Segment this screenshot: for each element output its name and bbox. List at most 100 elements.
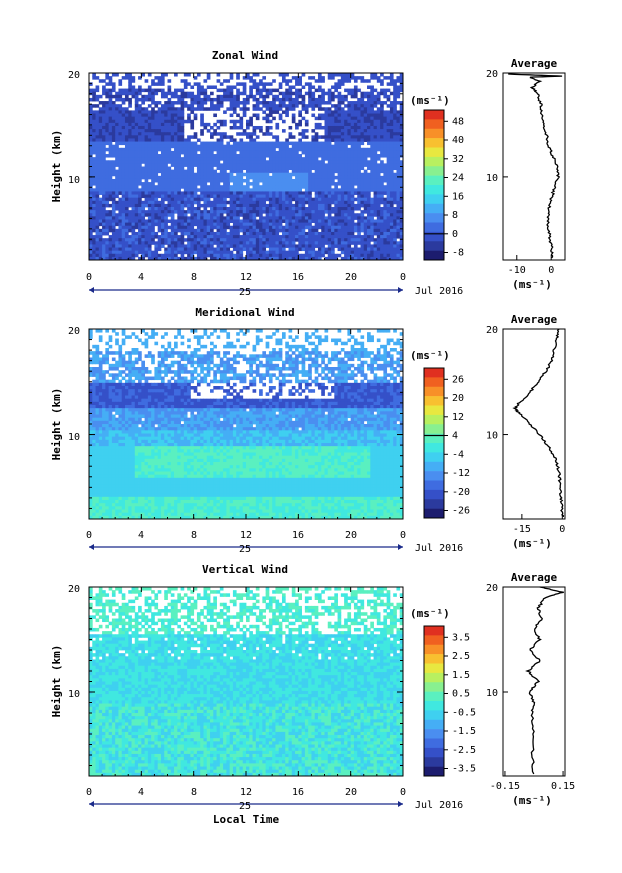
heatmap-cell (223, 135, 227, 139)
heatmap-cell (144, 169, 149, 174)
heatmap-cell (281, 169, 286, 174)
heatmap-cell (249, 222, 253, 227)
heatmap-cell (393, 138, 397, 142)
heatmap-cell (206, 154, 211, 158)
heatmap-cell (210, 185, 214, 189)
heatmap-cell (288, 235, 293, 239)
heatmap-cell (334, 113, 338, 118)
heatmap-cell (331, 188, 335, 192)
heatmap-cell (160, 104, 165, 108)
heatmap-cell (393, 235, 397, 239)
heatmap-cell (124, 138, 129, 142)
heatmap-cell (95, 241, 100, 245)
heatmap-cell (89, 197, 93, 202)
heatmap-cell (327, 144, 332, 149)
heatmap-cell (311, 185, 316, 189)
heatmap-cell (128, 247, 132, 252)
heatmap-cell (249, 132, 253, 136)
heatmap-cell (321, 141, 325, 146)
heatmap-cell (353, 107, 358, 111)
heatmap-cell (232, 110, 237, 114)
heatmap-cell (223, 191, 227, 195)
heatmap-cell (268, 110, 273, 114)
heatmap-cell (174, 107, 178, 111)
heatmap-cell (190, 157, 195, 161)
heatmap-cell (262, 154, 267, 158)
heatmap-cell (144, 235, 149, 239)
heatmap-cell (187, 200, 191, 205)
heatmap-cell (89, 144, 93, 149)
heatmap-cell (131, 241, 136, 245)
heatmap-cell (285, 213, 289, 217)
heatmap-cell (370, 88, 374, 93)
heatmap-cell (380, 250, 384, 255)
heatmap-cell (144, 225, 149, 230)
heatmap-cell (203, 225, 208, 230)
heatmap-cell (272, 101, 276, 105)
heatmap-cell (347, 250, 352, 255)
heatmap-cell (308, 216, 312, 220)
heatmap-cell (210, 150, 214, 155)
heatmap-cell (327, 110, 332, 114)
heatmap-cell (157, 256, 162, 261)
heatmap-cell (327, 219, 332, 223)
heatmap-cell (170, 110, 175, 114)
heatmap-cell (134, 185, 139, 189)
heatmap-cell (206, 76, 211, 80)
heatmap-cell (255, 228, 260, 233)
heatmap-cell (98, 191, 103, 195)
heatmap-cell (236, 253, 240, 258)
heatmap-cell (321, 188, 325, 192)
heatmap-cell (246, 244, 250, 248)
heatmap-cell (180, 147, 185, 152)
heatmap-cell (288, 222, 293, 227)
heatmap-cell (272, 104, 276, 108)
heatmap-cell (285, 210, 289, 214)
heatmap-cell (344, 73, 348, 77)
heatmap-cell (308, 241, 312, 245)
heatmap-cell (340, 122, 345, 127)
heatmap-cell (255, 197, 260, 202)
heatmap-cell (337, 110, 342, 114)
heatmap-cell (373, 88, 378, 93)
heatmap-cell (213, 231, 217, 236)
heatmap-cell (291, 244, 296, 248)
heatmap-cell (226, 216, 231, 220)
heatmap-cell (285, 175, 289, 180)
heatmap-cell (226, 166, 231, 171)
heatmap-cell (102, 122, 106, 127)
heatmap-cell (324, 135, 329, 139)
heatmap-cell (301, 210, 306, 214)
heatmap-cell (115, 154, 119, 158)
heatmap-cell (324, 138, 329, 142)
heatmap-cell (252, 194, 257, 199)
heatmap-cell (393, 119, 397, 124)
heatmap-cell (288, 253, 293, 258)
heatmap-cell (353, 147, 358, 152)
heatmap-cell (288, 231, 293, 236)
heatmap-cell (138, 216, 142, 220)
heatmap-cell (213, 178, 217, 183)
heatmap-cell (321, 125, 325, 130)
heatmap-cell (115, 122, 119, 127)
heatmap-cell (108, 228, 113, 233)
heatmap-cell (98, 197, 103, 202)
heatmap-cell (399, 88, 404, 93)
heatmap-cell (226, 178, 231, 183)
heatmap-cell (298, 210, 302, 214)
heatmap-cell (210, 97, 214, 102)
colorbar-tick-label: 0 (452, 229, 458, 240)
heatmap-cell (105, 185, 110, 189)
heatmap-cell (393, 238, 397, 242)
heatmap-cell (239, 222, 244, 227)
heatmap-cell (281, 194, 286, 199)
heatmap-cell (177, 200, 181, 205)
heatmap-cell (396, 219, 401, 223)
heatmap-cell (373, 73, 378, 77)
heatmap-cell (399, 213, 404, 217)
heatmap-cell (311, 160, 316, 164)
heatmap-cell (115, 107, 119, 111)
heatmap-cell (262, 207, 267, 211)
heatmap-cell (242, 185, 247, 189)
heatmap-cell (229, 216, 234, 220)
